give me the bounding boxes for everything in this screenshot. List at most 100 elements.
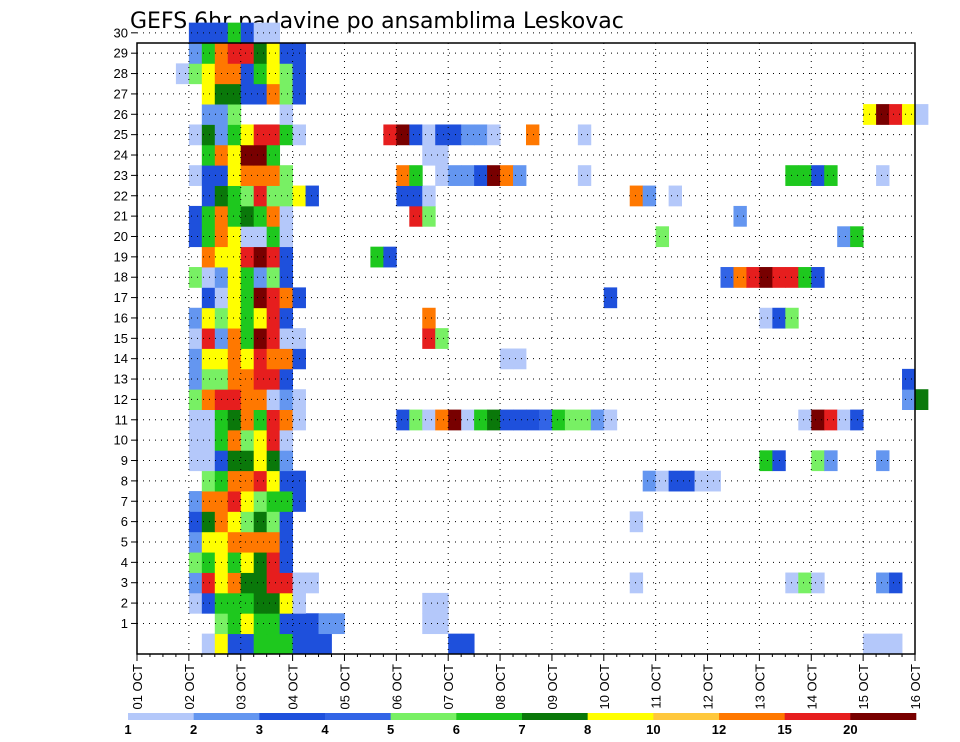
y-tick-label: 21	[114, 209, 128, 224]
heat-cell	[201, 144, 216, 166]
heat-cell	[266, 307, 281, 329]
heat-cell	[889, 633, 903, 655]
heat-cell	[253, 511, 268, 533]
y-tick-label: 15	[114, 331, 128, 346]
colorbar-swatch	[456, 713, 523, 720]
x-tick-label: 14 OCT	[804, 664, 819, 710]
heat-cell	[785, 267, 799, 288]
x-tick-label: 15 OCT	[856, 664, 871, 710]
y-tick-label: 30	[114, 25, 128, 40]
heat-cell	[253, 429, 268, 451]
y-tick-label: 1	[121, 616, 128, 631]
heat-cell	[305, 185, 319, 207]
heat-cell	[227, 144, 242, 166]
y-tick-label: 4	[121, 555, 128, 570]
heat-cell	[902, 389, 916, 410]
heat-cell	[266, 368, 281, 390]
heat-cell	[253, 22, 268, 44]
heat-cell	[811, 165, 825, 186]
heat-cell	[279, 592, 293, 614]
heat-cell	[266, 165, 281, 186]
heat-cell	[889, 104, 903, 125]
heat-cell	[915, 389, 929, 410]
heat-cell	[863, 633, 877, 655]
heat-cell	[253, 328, 268, 349]
heat-cell	[629, 572, 644, 594]
heat-cell	[279, 572, 293, 594]
heat-cell	[279, 470, 293, 492]
heat-cell	[448, 124, 462, 146]
heat-cell	[201, 429, 216, 451]
heat-cell	[551, 409, 566, 431]
heat-cell	[435, 124, 449, 146]
heat-cell	[201, 328, 216, 349]
heat-cell	[227, 389, 242, 410]
heat-cell	[409, 205, 423, 227]
colorbar-label: 3	[256, 722, 263, 737]
heat-cell	[240, 124, 255, 146]
heat-cell	[227, 633, 242, 655]
x-tick-label: 11 OCT	[649, 664, 664, 709]
colorbar-label: 6	[453, 722, 460, 737]
heat-cell	[201, 531, 216, 553]
heat-cell	[837, 409, 851, 431]
heat-cell	[811, 450, 825, 472]
heat-cell	[253, 450, 268, 472]
y-tick-label: 22	[114, 188, 128, 203]
heat-cell	[240, 185, 255, 207]
heat-cell	[577, 165, 592, 186]
heat-cell	[253, 368, 268, 390]
heat-cell	[201, 246, 216, 268]
heat-cell	[422, 307, 436, 329]
heat-cell	[240, 287, 255, 309]
y-tick-label: 10	[114, 433, 128, 448]
y-tick-label: 29	[114, 46, 128, 61]
heat-cell	[240, 83, 255, 105]
y-tick-label: 27	[114, 86, 128, 101]
heat-cell	[266, 63, 281, 85]
heat-cell	[253, 348, 268, 370]
y-axis: 1234567891011121314151617181920212223242…	[114, 25, 137, 631]
y-tick-label: 24	[114, 148, 128, 163]
heat-cell	[253, 267, 268, 288]
heat-cell	[409, 165, 423, 186]
heat-cell	[175, 63, 190, 85]
heat-cell	[474, 165, 488, 186]
heat-cell	[253, 389, 268, 410]
heat-cell	[448, 633, 462, 655]
heat-cell	[188, 389, 203, 410]
colorbar-label: 15	[777, 722, 791, 737]
heat-cell	[720, 267, 734, 288]
heat-cell	[227, 409, 242, 431]
heat-cell	[188, 307, 203, 329]
heat-cell	[292, 633, 306, 655]
heat-cell	[227, 267, 242, 288]
heat-cell	[279, 409, 293, 431]
heat-cell	[227, 22, 242, 44]
heat-cell	[253, 144, 268, 166]
heat-cell	[201, 307, 216, 329]
heat-cell	[240, 226, 255, 248]
heat-cell	[577, 409, 592, 431]
heat-cell	[188, 531, 203, 553]
heat-cell	[253, 531, 268, 553]
heat-cell	[590, 409, 605, 431]
heat-cell	[279, 307, 293, 329]
colorbar-swatch	[390, 713, 457, 720]
heat-cell	[227, 205, 242, 227]
heat-cells	[175, 22, 929, 655]
heat-cell	[253, 226, 268, 248]
heat-cell	[448, 165, 462, 186]
x-tick-label: 01 OCT	[130, 664, 145, 710]
heat-cell	[266, 185, 281, 207]
heat-cell	[876, 165, 890, 186]
heat-cell	[227, 185, 242, 207]
heat-cell	[227, 613, 242, 635]
colorbar-label: 8	[584, 722, 591, 737]
x-tick-label: 12 OCT	[701, 664, 716, 710]
heat-cell	[253, 83, 268, 105]
heat-cell	[279, 328, 293, 349]
heat-cell	[201, 409, 216, 431]
heat-cell	[253, 613, 268, 635]
heat-cell	[201, 22, 216, 44]
